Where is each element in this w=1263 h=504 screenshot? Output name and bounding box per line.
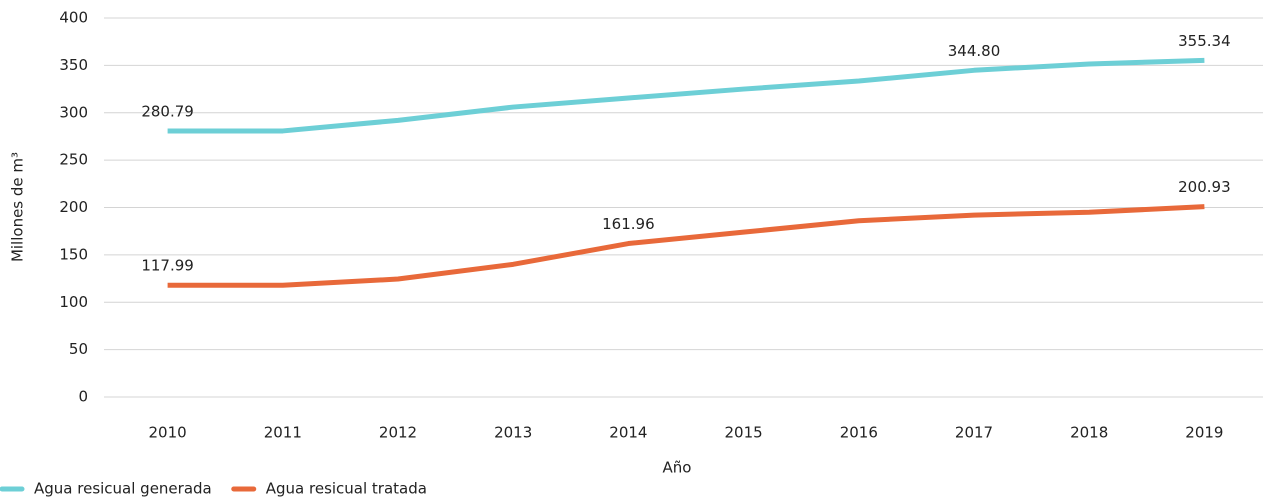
y-tick-label: 300	[59, 103, 88, 121]
legend-label: Agua resicual generada	[34, 480, 212, 498]
y-tick-label: 0	[78, 388, 88, 406]
x-tick-label: 2017	[955, 424, 993, 442]
legend-label: Agua resicual tratada	[266, 480, 427, 498]
x-tick-label: 2015	[725, 424, 763, 442]
data-label: 117.99	[141, 257, 194, 275]
x-tick-label: 2014	[609, 424, 647, 442]
y-tick-label: 50	[69, 340, 88, 358]
y-tick-label: 250	[59, 151, 88, 169]
data-label: 161.96	[602, 215, 655, 233]
x-axis-label: Año	[663, 459, 692, 477]
x-tick-label: 2010	[149, 424, 187, 442]
y-tick-label: 200	[59, 198, 88, 216]
series-line	[167, 57, 1205, 134]
data-label: 355.34	[1178, 32, 1231, 50]
data-label: 344.80	[948, 42, 1001, 60]
data-label: 280.79	[141, 102, 194, 120]
y-tick-label: 400	[59, 9, 88, 27]
x-tick-label: 2018	[1070, 424, 1108, 442]
x-tick-label: 2012	[379, 424, 417, 442]
x-tick-label: 2019	[1185, 424, 1223, 442]
y-axis-label: Millones de m³	[9, 152, 27, 262]
y-tick-label: 150	[59, 245, 88, 263]
data-label: 200.93	[1178, 178, 1231, 196]
x-tick-label: 2011	[264, 424, 302, 442]
y-tick-label: 100	[59, 293, 88, 311]
y-tick-label: 350	[59, 56, 88, 74]
x-tick-label: 2016	[840, 424, 878, 442]
x-tick-label: 2013	[494, 424, 532, 442]
series-line	[167, 204, 1205, 288]
